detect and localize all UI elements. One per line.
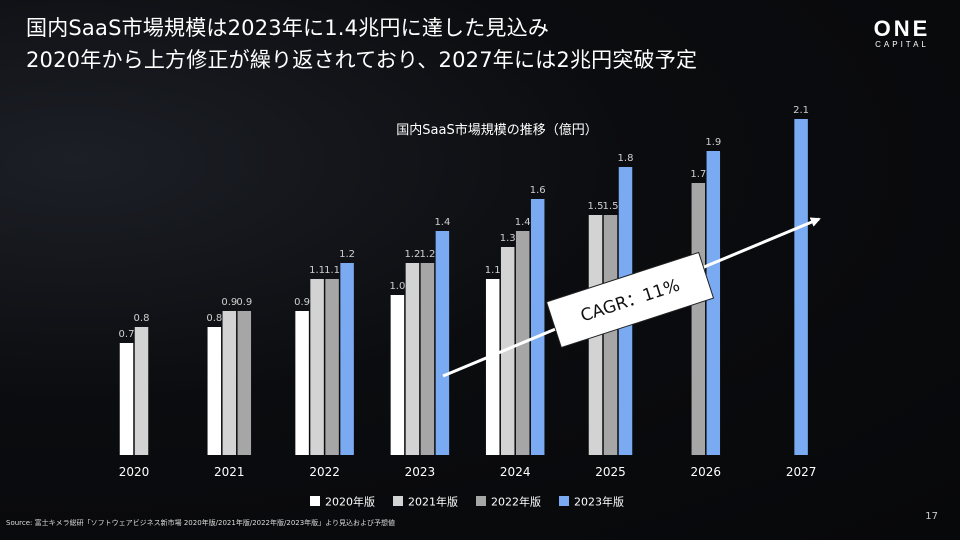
bar-2021-series-2021年版 [222, 311, 237, 455]
bar-2024-series-2023年版 [530, 199, 545, 455]
bar-2022-series-2021年版 [310, 279, 324, 455]
bar-2023-series-2021年版 [405, 263, 420, 455]
bar-2020-series-2021年版 [134, 327, 149, 455]
page-number: 17 [925, 511, 938, 522]
legend-label-2020年版: 2020年版 [325, 495, 375, 509]
x-tick-label-2027: 2027 [786, 465, 817, 479]
data-label-2026-series-2023年版: 1.9 [705, 137, 721, 148]
cagr-box-background [545, 251, 715, 349]
data-label-2023-series-2020年版: 1.0 [389, 281, 405, 292]
chart-legend: 2020年版 2021年版 2022年版 2023年版 [310, 495, 624, 509]
x-tick-label-2020: 2020 [119, 465, 150, 479]
headline: 国内SaaS市場規模は2023年に1.4兆円に達した見込み 2020年から上方修… [26, 12, 697, 76]
legend-swatch-2022年版 [476, 496, 486, 506]
legend-label-2022年版: 2022年版 [491, 495, 541, 509]
legend-swatch-2020年版 [310, 496, 320, 506]
bar-2022-series-2022年版 [325, 279, 339, 455]
data-label-2026-series-2022年版: 1.7 [690, 169, 706, 180]
data-label-2023-series-2022年版: 1.2 [419, 249, 435, 260]
bar-2023-series-2022年版 [420, 263, 435, 455]
data-label-2022-series-2020年版: 0.9 [294, 297, 310, 308]
x-tick-label-2025: 2025 [595, 465, 626, 479]
data-label-2021-series-2022年版: 0.9 [236, 297, 252, 308]
data-label-2027-series-2023年版: 2.1 [793, 105, 809, 116]
x-axis-labels: 2020 2021 2022 2023 2024 2025 2026 2027 [119, 465, 817, 479]
bar-2021-series-2020年版 [207, 327, 222, 455]
bar-2023-series-2023年版 [435, 231, 450, 455]
headline-line-2: 2020年から上方修正が繰り返されており、2027年には2兆円突破予定 [26, 48, 698, 72]
data-label-2023-series-2021年版: 1.2 [404, 249, 420, 260]
bar-2026-series-2022年版 [691, 183, 706, 455]
legend-swatch-2023年版 [559, 496, 569, 506]
legend-label-2021年版: 2021年版 [408, 495, 458, 509]
legend-swatch-2021年版 [393, 496, 403, 506]
x-tick-label-2022: 2022 [309, 465, 340, 479]
data-label-2023-series-2023年版: 1.4 [434, 217, 450, 228]
x-tick-label-2024: 2024 [500, 465, 531, 479]
x-tick-label-2026: 2026 [691, 465, 722, 479]
bar-2026-series-2023年版 [706, 151, 721, 455]
data-label-2022-series-2023年版: 1.2 [339, 249, 355, 260]
data-label-2024-series-2022年版: 1.4 [515, 217, 531, 228]
one-capital-logo: ONE CAPITAL [864, 16, 940, 49]
logo-subtitle: CAPITAL [875, 40, 929, 49]
bar-2021-series-2022年版 [237, 311, 252, 455]
bar-2025-series-2022年版 [603, 215, 618, 455]
bar-2023-series-2020年版 [390, 295, 405, 455]
x-tick-label-2023: 2023 [405, 465, 436, 479]
bar-2027-series-2023年版 [794, 119, 808, 455]
data-label-2024-series-2021年版: 1.3 [500, 233, 516, 244]
x-tick-label-2021: 2021 [214, 465, 245, 479]
bar-2020-series-2020年版 [119, 343, 134, 455]
bar-2022-series-2023年版 [340, 263, 354, 455]
chart-bars: 0.70.8 0.80.9 0.9 0.91.1 1.11.21.01.2 1.21.41… [119, 105, 809, 455]
data-label-2022-series-2022年版: 1.1 [324, 265, 340, 276]
data-label-2021-series-2021年版: 0.9 [221, 297, 237, 308]
bar-2024-series-2021年版 [500, 247, 515, 455]
cagr-label-box: CAGR：11% [545, 251, 715, 349]
data-label-2024-series-2023年版: 1.6 [530, 185, 546, 196]
bar-2024-series-2020年版 [485, 279, 500, 455]
data-label-2021-series-2020年版: 0.8 [206, 313, 222, 324]
cagr-annotation: CAGR：11% [442, 217, 821, 378]
data-label-2025-series-2021年版: 1.5 [588, 201, 604, 212]
data-label-2022-series-2021年版: 1.1 [309, 265, 325, 276]
legend-label-2023年版: 2023年版 [574, 495, 624, 509]
data-label-2020-series-2020年版: 0.7 [119, 329, 135, 340]
chart-title: 国内SaaS市場規模の推移（億円） [396, 122, 597, 138]
bar-2022-series-2020年版 [295, 311, 309, 455]
data-label-2024-series-2020年版: 1.1 [485, 265, 501, 276]
source-note: Source: 富士キメラ総研「ソフトウェアビジネス新市場 2020年版/202… [6, 519, 396, 527]
headline-line-1: 国内SaaS市場規模は2023年に1.4兆円に達した見込み [26, 16, 550, 40]
data-label-2025-series-2022年版: 1.5 [603, 201, 619, 212]
data-label-2020-series-2021年版: 0.8 [134, 313, 150, 324]
logo-wordmark: ONE [873, 16, 931, 41]
data-label-2025-series-2023年版: 1.8 [618, 153, 634, 164]
